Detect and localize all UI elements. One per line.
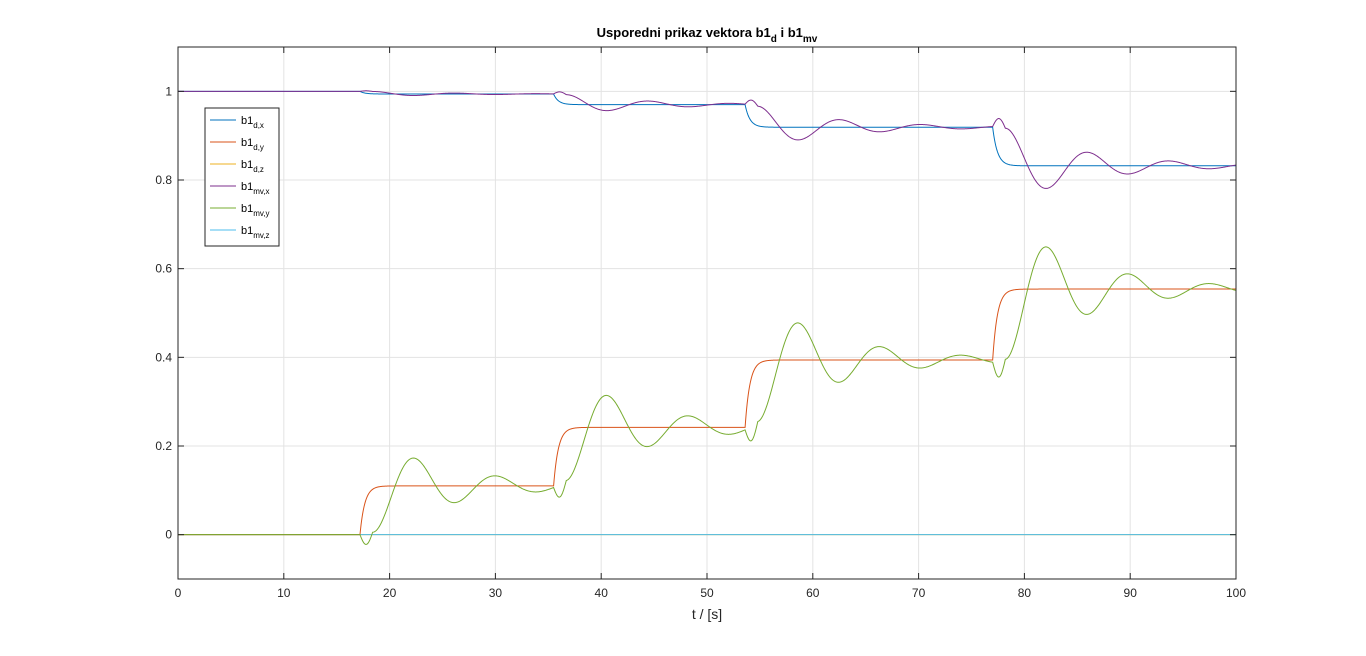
x-tick-label: 10	[277, 586, 291, 600]
series-line-mv-x	[178, 90, 1237, 189]
legend-entry: b1d,x	[241, 115, 264, 130]
title-main: Usporedni prikaz vektora b1	[597, 25, 771, 40]
grid	[177, 47, 1237, 579]
x-tick-label: 100	[1226, 586, 1246, 600]
x-tick-label: 20	[383, 586, 397, 600]
y-tick-label: 0.8	[155, 173, 172, 187]
legend-box	[204, 107, 280, 247]
legend-entry: b1mv,z	[241, 225, 270, 240]
x-axis-label: t / [s]	[692, 606, 722, 622]
legend-entry: b1d,y	[241, 137, 264, 152]
y-tick-label: 0.2	[155, 439, 172, 453]
y-tick-label: 0.4	[155, 350, 172, 364]
x-tick-label: 90	[1124, 586, 1138, 600]
legend-entry: b1d,z	[241, 159, 264, 174]
legend: b1d,x b1d,y b1d,z b1mv,x b1mv,y b1mv,z	[204, 107, 280, 247]
y-tick-label: 1	[165, 84, 172, 98]
y-tick-label: 0	[165, 528, 172, 542]
title-sub2: mv	[803, 34, 818, 45]
ticks: 0 10 20 30 40 50 60 70 80 90 100 0 0.2 0.4 0.6 0.8 1	[155, 47, 1246, 600]
x-tick-label: 40	[595, 586, 609, 600]
y-tick-label: 0.6	[155, 262, 172, 276]
legend-entry: b1mv,x	[241, 181, 270, 196]
series-line-mv-y	[178, 246, 1237, 545]
x-tick-label: 0	[175, 586, 182, 600]
x-tick-label: 70	[912, 586, 926, 600]
x-tick-label: 30	[489, 586, 503, 600]
chart-title: Usporedni prikaz vektora b1d i b1mv	[597, 25, 818, 45]
title-sub1: d	[771, 34, 777, 45]
x-tick-label: 80	[1018, 586, 1032, 600]
x-tick-label: 50	[700, 586, 714, 600]
title-mid: i b1	[777, 25, 803, 40]
legend-entry: b1mv,y	[241, 203, 270, 218]
x-tick-label: 60	[806, 586, 820, 600]
series-lines	[178, 90, 1237, 545]
